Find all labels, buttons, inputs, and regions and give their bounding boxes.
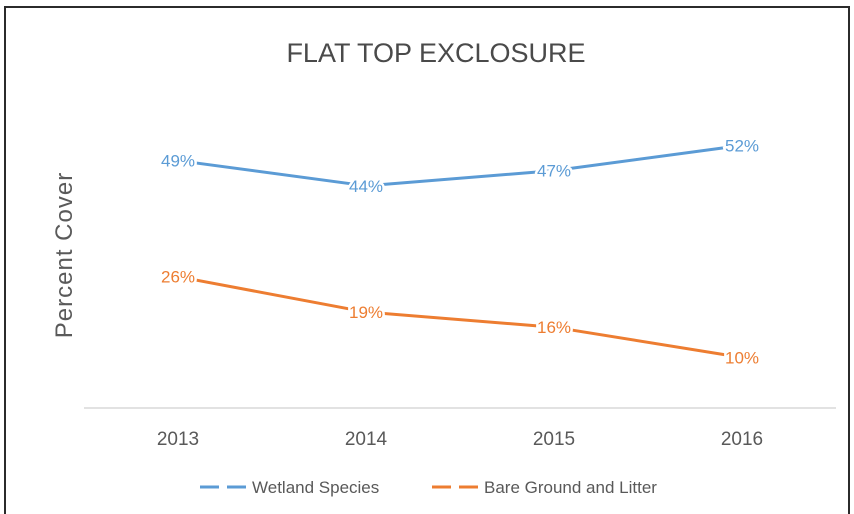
data-point [176, 275, 180, 279]
series-line-segment [552, 143, 744, 173]
data-point [364, 184, 368, 188]
x-tick-label: 2015 [533, 429, 575, 450]
series-line-segment [364, 169, 556, 188]
series-line-segment [364, 310, 556, 329]
data-point [552, 169, 556, 173]
chart-title: FLAT TOP EXCLOSURE [286, 38, 585, 68]
data-point [176, 159, 180, 163]
series-line-segment [552, 325, 744, 359]
x-tick-label: 2014 [345, 429, 388, 450]
x-tick-label: 2016 [721, 429, 763, 450]
data-label: 10% [725, 349, 759, 368]
series-line-segment [176, 275, 368, 314]
data-point [552, 325, 556, 329]
x-tick-label: 2013 [157, 429, 199, 450]
y-axis-label: Percent Cover [51, 172, 78, 338]
data-point [364, 310, 368, 314]
data-label: 16% [537, 318, 571, 337]
data-point [740, 143, 744, 147]
data-label: 19% [349, 303, 383, 322]
series-line-segment [176, 159, 368, 188]
data-label: 26% [161, 268, 195, 287]
data-label: 49% [161, 152, 195, 171]
chart-frame [4, 6, 850, 514]
data-label: 47% [537, 162, 571, 181]
data-label: 52% [725, 136, 759, 155]
data-label: 44% [349, 177, 383, 196]
legend-label: Bare Ground and Litter [484, 478, 657, 497]
legend-label: Wetland Species [252, 478, 379, 497]
data-point [740, 356, 744, 359]
